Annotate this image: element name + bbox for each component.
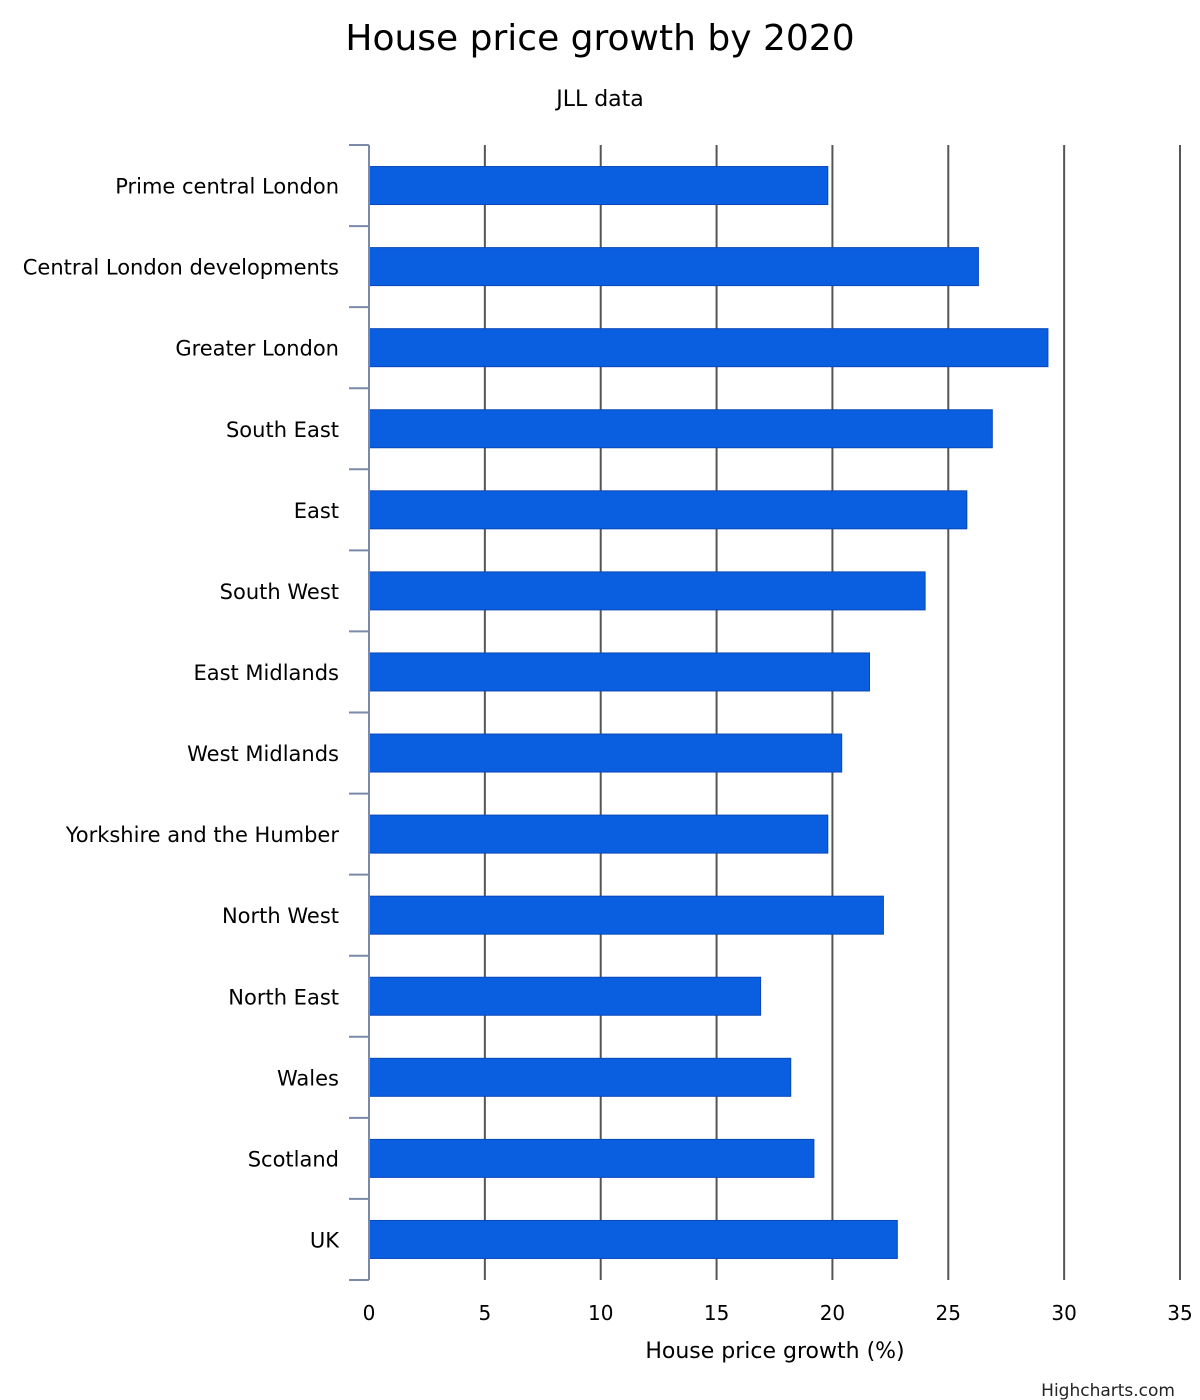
x-tick-label: 10 xyxy=(588,1301,613,1325)
bar xyxy=(368,328,1049,368)
category-label: Greater London xyxy=(175,337,339,361)
x-tick-label: 25 xyxy=(936,1301,961,1325)
bar xyxy=(368,409,993,449)
bar xyxy=(368,166,829,206)
bar xyxy=(368,490,968,530)
chart-title: House price growth by 2020 xyxy=(345,18,854,59)
category-label: Yorkshire and the Humber xyxy=(65,823,340,847)
category-label: West Midlands xyxy=(187,742,339,766)
category-label: Scotland xyxy=(248,1147,339,1171)
category-label: East xyxy=(294,499,339,523)
category-label: UK xyxy=(310,1228,340,1252)
category-label: Central London developments xyxy=(23,256,339,280)
x-tick-label: 30 xyxy=(1051,1301,1076,1325)
x-tick-label: 0 xyxy=(363,1301,376,1325)
bar xyxy=(368,976,762,1016)
credits-link[interactable]: Highcharts.com xyxy=(1041,1381,1175,1400)
bar xyxy=(368,895,884,935)
bar xyxy=(368,733,843,773)
bar xyxy=(368,1138,815,1178)
category-label: South West xyxy=(220,580,339,604)
bar xyxy=(368,571,926,611)
category-axis: Prime central London Central London devel… xyxy=(23,144,370,1281)
x-tick-label: 35 xyxy=(1167,1301,1192,1325)
category-label: Wales xyxy=(277,1066,339,1090)
bars xyxy=(368,166,1049,1259)
bar xyxy=(368,1219,898,1259)
gridlines xyxy=(483,145,1181,1280)
bar xyxy=(368,652,871,692)
bar xyxy=(368,1057,792,1097)
category-label: North West xyxy=(222,904,339,928)
x-tick-label: 20 xyxy=(820,1301,845,1325)
bar xyxy=(368,814,829,854)
chart-subtitle: JLL data xyxy=(554,87,644,112)
x-tick-label: 15 xyxy=(704,1301,729,1325)
x-tick-label: 5 xyxy=(478,1301,491,1325)
category-label: South East xyxy=(226,418,339,442)
x-axis-title: House price growth (%) xyxy=(645,1339,904,1364)
value-axis: 0 5 10 15 20 25 30 35 xyxy=(363,1301,1193,1325)
category-label: East Midlands xyxy=(193,661,339,685)
bar xyxy=(368,247,979,287)
category-label: North East xyxy=(228,985,339,1009)
category-label: Prime central London xyxy=(115,175,339,199)
